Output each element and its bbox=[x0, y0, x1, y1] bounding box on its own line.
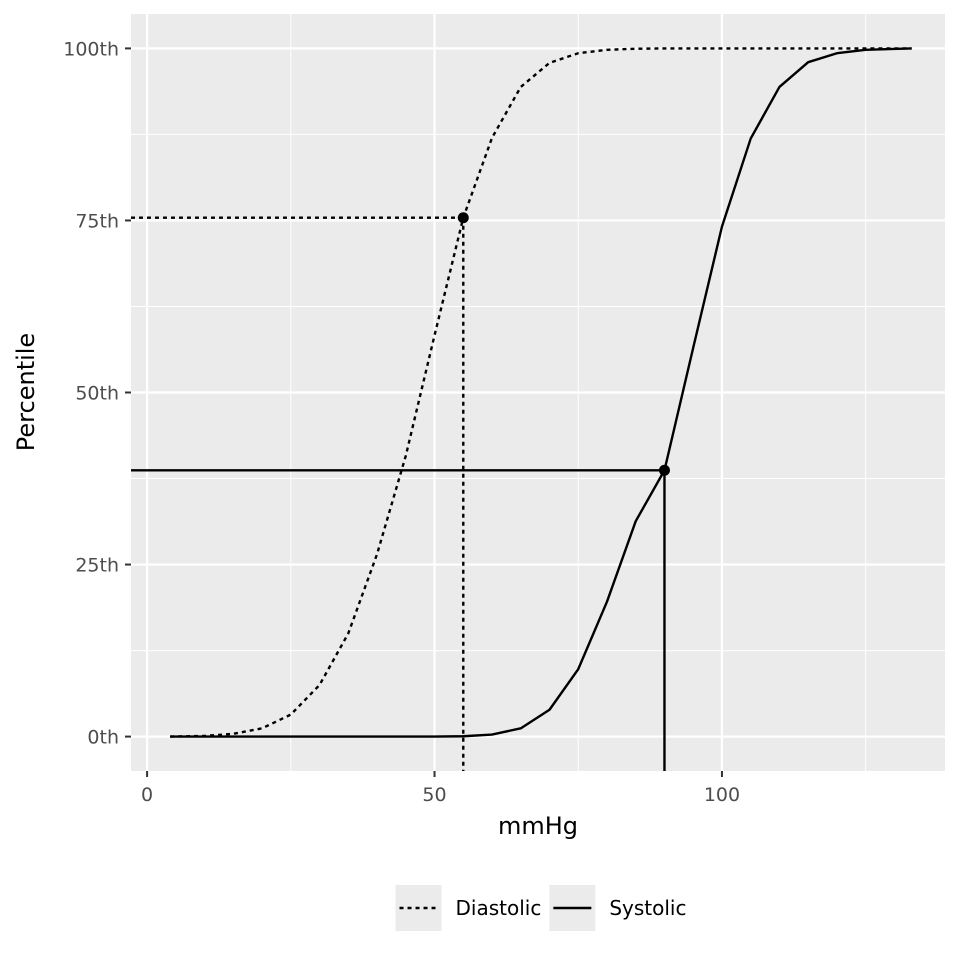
y-axis-title: Percentile bbox=[12, 333, 40, 451]
reference-point-diastolic bbox=[457, 212, 469, 224]
series-lines bbox=[170, 47, 912, 738]
reference-lines bbox=[131, 216, 666, 771]
y-tick-label: 100th bbox=[63, 38, 119, 60]
series-line-diastolic bbox=[170, 47, 912, 738]
y-axis-ticks: 0th 25th 50th 75th 100th bbox=[63, 38, 131, 749]
x-tick-label: 100 bbox=[704, 784, 740, 806]
reference-point-systolic bbox=[658, 464, 670, 476]
x-tick-label: 0 bbox=[141, 784, 153, 806]
legend-label-diastolic: Diastolic bbox=[456, 896, 542, 920]
y-tick-label: 50th bbox=[75, 383, 119, 405]
legend-label-systolic: Systolic bbox=[609, 896, 686, 920]
y-tick-label: 25th bbox=[75, 555, 119, 577]
x-axis-title: mmHg bbox=[498, 812, 578, 840]
y-tick-label: 0th bbox=[87, 727, 119, 749]
y-tick-label: 75th bbox=[75, 210, 119, 232]
gridlines bbox=[131, 14, 945, 771]
x-axis-ticks: 0 50 100 bbox=[141, 771, 740, 806]
reference-points bbox=[457, 212, 670, 476]
series-line-systolic bbox=[170, 47, 912, 738]
x-tick-label: 50 bbox=[422, 784, 446, 806]
legend: Diastolic Systolic bbox=[395, 885, 686, 931]
